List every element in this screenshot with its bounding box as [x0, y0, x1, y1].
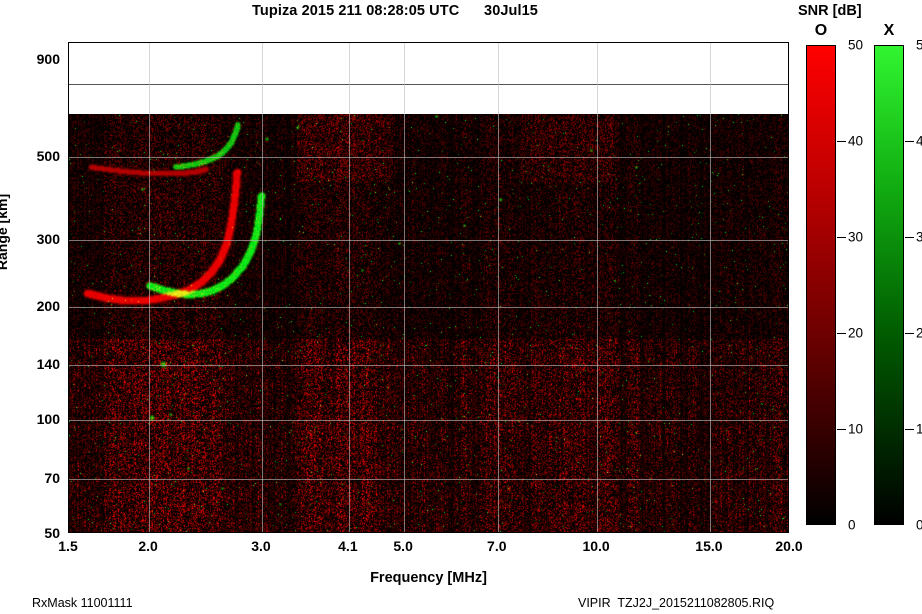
colorbar-tick — [837, 141, 846, 142]
footer-source-file: VIPIR TZJ2J_2015211082805.RIQ — [578, 596, 775, 610]
y-axis-label: Range [km] — [0, 193, 10, 271]
colorbar-tick-label-30: 30 — [916, 229, 922, 245]
x-tick-1-5: 1.5 — [58, 538, 78, 554]
colorbar-tick — [905, 237, 914, 238]
y-tick-200: 200 — [36, 297, 60, 314]
colorbar-tick — [837, 333, 846, 334]
gridline-h-500 — [69, 157, 788, 158]
gridline-v-2 — [149, 43, 150, 532]
x-tick-10-0: 10.0 — [582, 538, 610, 554]
colorbar-x-mode-label: X — [883, 22, 895, 39]
colorbar-tick-label-20: 20 — [916, 325, 922, 341]
colorbar-tick — [905, 333, 914, 334]
ionogram-plot — [68, 42, 789, 533]
page-title: Tupiza 2015 211 08:28:05 UTC 30Jul15 — [252, 3, 538, 19]
colorbar-tick-label-50: 50 — [916, 37, 922, 53]
y-tick-900: 900 — [36, 51, 60, 68]
colorbar-tick-label-0: 0 — [916, 517, 922, 533]
colorbar-tick-label-20: 20 — [848, 325, 864, 341]
x-tick-7-0: 7.0 — [487, 538, 507, 554]
gridline-v-7 — [498, 43, 499, 532]
y-tick-100: 100 — [36, 411, 60, 428]
colorbar-title: SNR [dB] — [798, 3, 862, 19]
x-tick-5-0: 5.0 — [393, 538, 413, 554]
y-tick-500: 500 — [36, 147, 60, 164]
colorbar-tick-label-0: 0 — [848, 517, 856, 533]
gridline-v-10 — [597, 43, 598, 532]
plot-inner — [69, 43, 788, 532]
x-tick-4-1: 4.1 — [338, 538, 358, 554]
gridline-900km — [69, 84, 788, 85]
y-tick-70: 70 — [44, 469, 60, 486]
gridline-h-70 — [69, 479, 788, 480]
colorbar-tick-label-10: 10 — [916, 421, 922, 437]
x-tick-20-0: 20.0 — [775, 538, 803, 554]
colorbar-tick-label-10: 10 — [848, 421, 864, 437]
gridline-h-200 — [69, 307, 788, 308]
colorbar-tick-label-50: 50 — [848, 37, 864, 53]
colorbar-tick — [905, 429, 914, 430]
gridline-h-300 — [69, 240, 788, 241]
no-data-band — [69, 43, 788, 114]
colorbar-x-mode-gradient — [874, 45, 904, 525]
gridline-v-4-1 — [349, 43, 350, 532]
colorbar-tick — [837, 237, 846, 238]
gridline-h-100 — [69, 420, 788, 421]
y-tick-50: 50 — [44, 525, 60, 541]
gridline-v-5 — [404, 43, 405, 532]
colorbar-tick — [905, 141, 914, 142]
colorbar-tick — [837, 429, 846, 430]
gridline-v-3 — [262, 43, 263, 532]
y-tick-300: 300 — [36, 231, 60, 248]
x-tick-2-0: 2.0 — [138, 538, 158, 554]
colorbar-tick-label-30: 30 — [848, 229, 864, 245]
colorbar-tick-label-40: 40 — [916, 133, 922, 149]
ionogram-canvas — [69, 114, 788, 532]
x-tick-15-0: 15.0 — [695, 538, 723, 554]
colorbar-o-mode-gradient — [806, 45, 836, 525]
x-tick-3-0: 3.0 — [251, 538, 271, 554]
gridline-v-15 — [710, 43, 711, 532]
y-tick-140: 140 — [36, 356, 60, 373]
colorbar-tick-label-40: 40 — [848, 133, 864, 149]
gridline-h-140 — [69, 365, 788, 366]
colorbar-o-mode-label: O — [814, 22, 828, 39]
x-axis-label: Frequency [MHz] — [370, 570, 487, 586]
footer-rxmask: RxMask 11001111 — [32, 596, 133, 610]
